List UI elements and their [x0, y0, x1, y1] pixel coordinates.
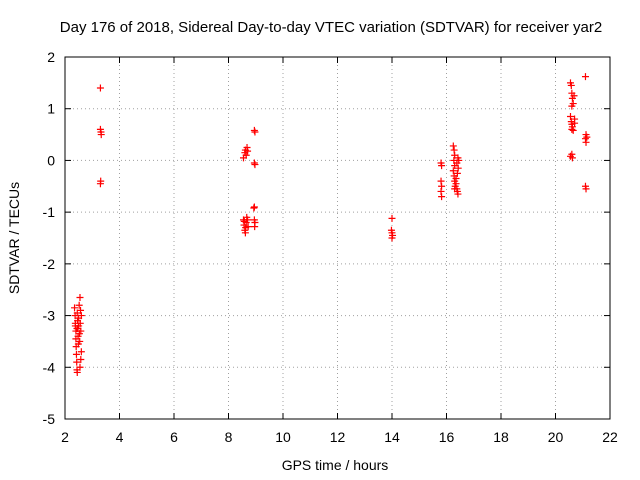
- data-point: [251, 161, 259, 169]
- data-point: [242, 151, 250, 159]
- data-point: [97, 131, 105, 139]
- data-point: [582, 138, 590, 146]
- data-point: [76, 337, 84, 345]
- chart-title: Day 176 of 2018, Sidereal Day-to-day VTE…: [60, 19, 602, 36]
- x-tick-label: 16: [439, 429, 455, 445]
- x-tick-label: 6: [170, 429, 178, 445]
- data-point: [72, 350, 80, 358]
- data-point: [454, 190, 462, 198]
- data-point: [454, 164, 462, 172]
- data-point: [389, 231, 397, 239]
- data-point: [73, 368, 81, 376]
- data-point: [568, 125, 576, 133]
- data-point: [77, 356, 85, 364]
- data-point: [568, 154, 576, 162]
- data-point: [452, 175, 460, 183]
- data-point: [244, 223, 252, 231]
- data-point: [570, 92, 578, 100]
- data-point: [77, 327, 85, 335]
- data-point: [240, 217, 248, 225]
- data-point: [251, 128, 259, 136]
- x-tick-label: 18: [493, 429, 509, 445]
- y-tick-label: -4: [43, 359, 56, 375]
- data-point: [73, 358, 81, 366]
- data-point: [244, 147, 252, 155]
- data-point: [96, 180, 104, 188]
- data-point: [71, 304, 79, 312]
- x-tick-label: 2: [61, 429, 69, 445]
- data-point: [581, 73, 589, 81]
- x-tick-label: 10: [275, 429, 291, 445]
- data-point: [77, 312, 85, 320]
- data-point: [449, 167, 457, 175]
- data-point: [454, 154, 462, 162]
- data-point: [566, 112, 574, 120]
- data-point: [96, 125, 104, 133]
- x-tick-label: 12: [330, 429, 346, 445]
- data-point: [449, 142, 457, 150]
- data-point: [571, 119, 579, 127]
- data-point: [582, 185, 590, 193]
- y-tick-label: 1: [47, 101, 55, 117]
- data-point: [73, 325, 81, 332]
- data-point: [75, 301, 83, 309]
- y-tick-label: -5: [43, 411, 56, 427]
- x-tick-label: 20: [548, 429, 564, 445]
- data-point: [244, 216, 252, 224]
- x-tick-label: 22: [602, 429, 618, 445]
- data-point: [76, 363, 84, 371]
- grid: [65, 57, 610, 419]
- y-tick-label: -2: [43, 256, 56, 272]
- data-point: [583, 133, 591, 141]
- data-point: [438, 162, 446, 170]
- data-point: [438, 193, 446, 201]
- x-tick-label: 14: [384, 429, 400, 445]
- data-point: [251, 223, 259, 231]
- data-point: [76, 293, 84, 301]
- data-point: [77, 348, 85, 356]
- data-point: [453, 169, 461, 177]
- data-point: [567, 81, 575, 89]
- y-axis-label: SDTVAR / TECUs: [6, 182, 22, 294]
- data-point: [77, 306, 85, 314]
- data-point: [453, 159, 461, 167]
- data-point: [76, 319, 84, 327]
- data-point: [250, 203, 258, 211]
- data-point: [388, 214, 396, 222]
- data-point: [96, 84, 104, 92]
- x-tick-label: 8: [225, 429, 233, 445]
- data-point: [451, 185, 459, 193]
- y-tick-label: -1: [43, 204, 56, 220]
- y-tick-label: 0: [47, 152, 55, 168]
- data-points: [71, 73, 591, 376]
- y-tick-label: 2: [47, 49, 55, 65]
- data-point: [569, 126, 577, 134]
- data-point: [568, 102, 576, 110]
- plot-frame: [64, 56, 611, 420]
- x-tick-label: 4: [116, 429, 124, 445]
- x-axis-label: GPS time / hours: [282, 457, 389, 473]
- y-tick-label: -3: [43, 308, 56, 324]
